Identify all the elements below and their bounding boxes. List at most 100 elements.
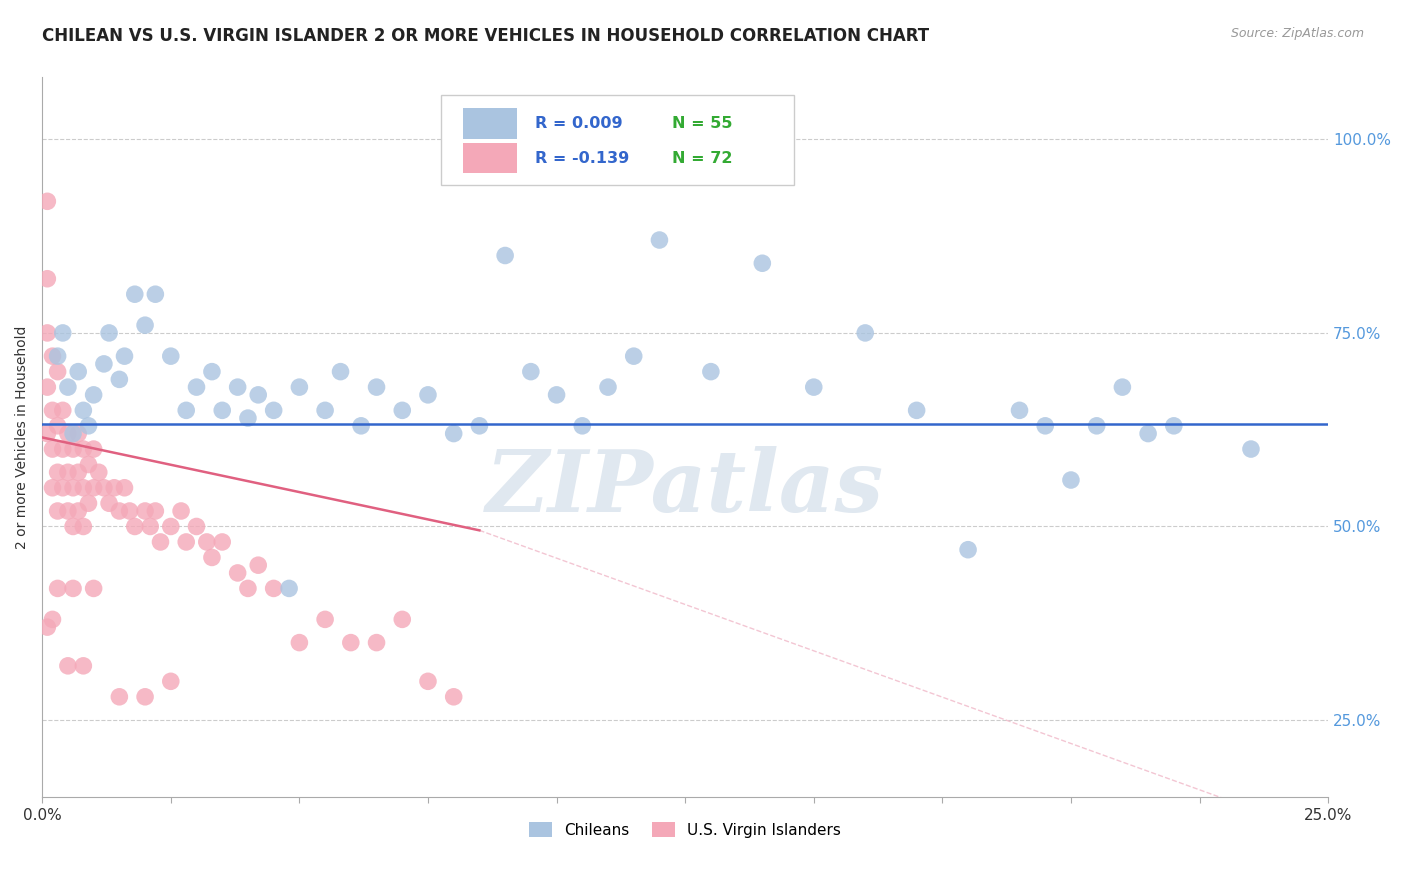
Point [72,481,94,495]
Point [72,403,94,417]
FancyBboxPatch shape [441,95,794,186]
Point [52,326,75,340]
Point [957,542,980,557]
Point [211,403,233,417]
Point [62,442,84,456]
Point [67,504,90,518]
Point [139,519,162,533]
Point [174,535,197,549]
Point [83,582,105,596]
Point [72,519,94,533]
Point [41,349,63,363]
Point [114,349,136,363]
Point [46,465,69,479]
Point [83,442,105,456]
Point [118,504,141,518]
Point [108,504,131,518]
Point [56,504,79,518]
Point [520,365,543,379]
Point [56,658,79,673]
Point [211,535,233,549]
Point [905,403,928,417]
Point [340,635,363,649]
Point [226,566,249,580]
Point [329,365,352,379]
Point [278,582,301,596]
Point [41,612,63,626]
Point [236,411,259,425]
Point [288,635,311,649]
Point [77,458,100,472]
Point [114,481,136,495]
Point [366,635,388,649]
Point [37,426,59,441]
Point [571,418,593,433]
Point [83,388,105,402]
Point [62,582,84,596]
Point [416,674,439,689]
Point [62,519,84,533]
Point [443,690,465,704]
Point [195,535,218,549]
Point [67,426,90,441]
Point [700,365,723,379]
Point [236,582,259,596]
Point [391,403,413,417]
Point [93,481,115,495]
Point [494,248,516,262]
Point [72,658,94,673]
Point [201,550,224,565]
Point [314,612,336,626]
Point [751,256,773,270]
Point [52,403,75,417]
Point [72,442,94,456]
Point [46,349,69,363]
Point [46,365,69,379]
Point [103,481,125,495]
Point [134,504,156,518]
Point [67,365,90,379]
Point [134,318,156,333]
Point [41,481,63,495]
Point [1033,418,1056,433]
Point [226,380,249,394]
Point [623,349,645,363]
Point [247,388,270,402]
Point [37,380,59,394]
Point [149,535,172,549]
Point [93,357,115,371]
Bar [463,143,517,173]
Text: ZIPatlas: ZIPatlas [486,446,884,530]
Point [350,418,373,433]
Point [853,326,876,340]
Point [1085,418,1108,433]
Point [83,481,105,495]
Point [52,481,75,495]
Point [247,558,270,573]
Point [1137,426,1160,441]
Point [46,418,69,433]
Point [468,418,491,433]
Point [77,496,100,510]
Point [87,465,110,479]
Y-axis label: 2 or more Vehicles in Household: 2 or more Vehicles in Household [15,326,30,549]
Point [170,504,193,518]
Point [41,403,63,417]
Point [1163,418,1185,433]
Point [186,519,208,533]
Point [314,403,336,417]
Text: N = 55: N = 55 [672,116,733,131]
Point [124,519,146,533]
Point [186,380,208,394]
Point [159,349,181,363]
Point [46,504,69,518]
Point [648,233,671,247]
Point [391,612,413,626]
Point [98,496,121,510]
Point [134,690,156,704]
Point [37,620,59,634]
Text: CHILEAN VS U.S. VIRGIN ISLANDER 2 OR MORE VEHICLES IN HOUSEHOLD CORRELATION CHAR: CHILEAN VS U.S. VIRGIN ISLANDER 2 OR MOR… [42,27,929,45]
Point [37,271,59,285]
Point [288,380,311,394]
Point [263,582,285,596]
